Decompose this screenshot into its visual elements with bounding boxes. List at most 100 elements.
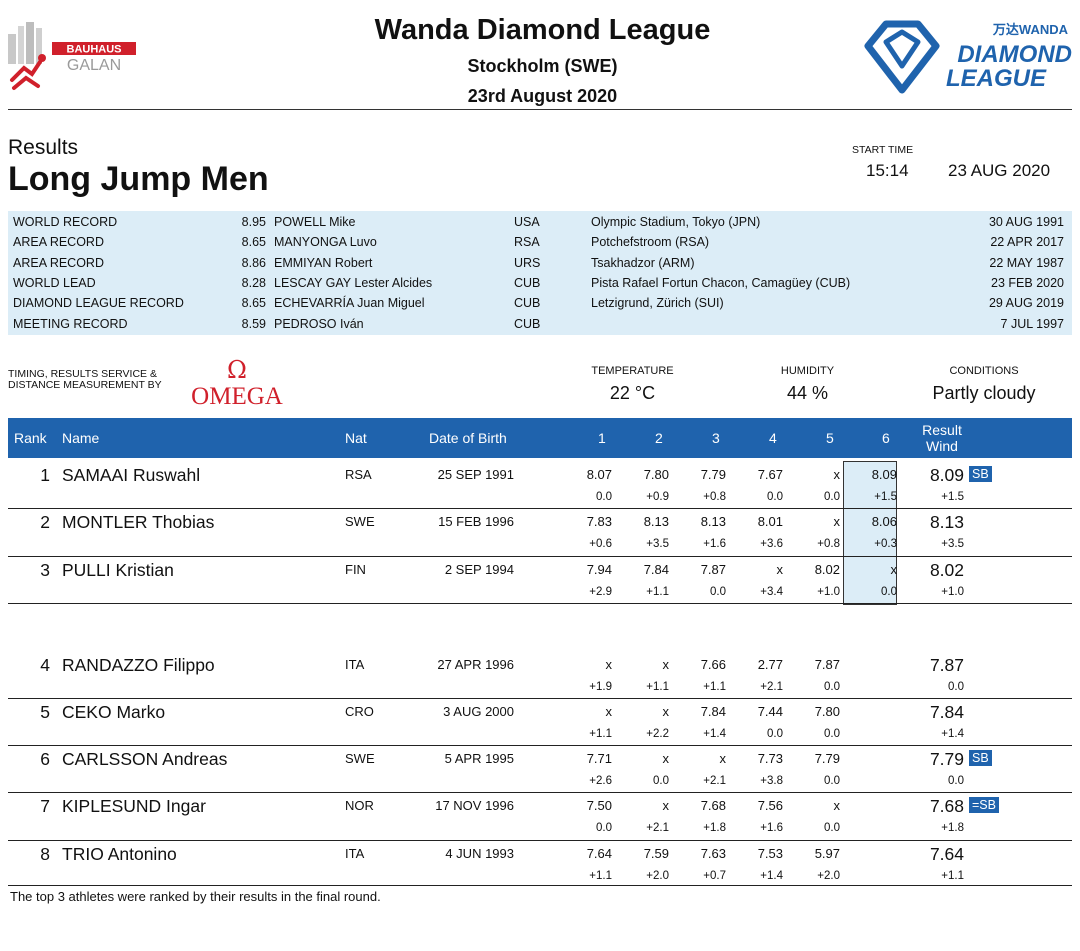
temperature-label: TEMPERATURE (591, 365, 674, 377)
athlete-dob: 3 AUG 2000 (443, 704, 514, 719)
record-row: AREA RECORD 8.86 EMMIYAN Robert URS Tsakhadz… (8, 253, 1072, 273)
attempt-3-mark: x (719, 751, 727, 766)
athlete-result: 8.02 (929, 560, 964, 580)
athlete-dob: 27 APR 1996 (437, 657, 514, 672)
row-divider (8, 556, 1072, 557)
athlete-nat: RSA (345, 467, 372, 482)
attempt-1-mark: 8.07 (586, 467, 612, 482)
attempt-3-mark: 8.13 (700, 514, 726, 529)
athlete-result: 7.68 (929, 796, 964, 816)
athlete-result-wind: +1.1 (941, 870, 964, 882)
row-divider (8, 603, 1072, 604)
attempt-4-mark: 7.73 (757, 751, 783, 766)
svg-text:万达WANDA: 万达WANDA (992, 22, 1069, 37)
attempt-6-wind: 0.0 (881, 586, 897, 598)
meeting-title: Wanda Diamond League (374, 14, 711, 46)
athlete-result: 7.87 (929, 655, 964, 675)
athlete-dob: 25 SEP 1991 (437, 467, 514, 482)
attempt-6-mark: 8.06 (871, 514, 897, 529)
record-venue: Potchefstroom (RSA) (591, 235, 710, 250)
col-attempt-3-header: 3 (712, 430, 720, 446)
record-holder: LESCAY GAY Lester Alcides (274, 275, 433, 290)
season-best-badge: SB (969, 466, 992, 482)
athlete-rank: 3 (40, 560, 50, 580)
svg-text:LEAGUE: LEAGUE (946, 65, 1047, 92)
record-row: WORLD LEAD 8.28 LESCAY GAY Lester Alcides C… (8, 273, 1072, 293)
attempt-3-wind: 0.0 (710, 586, 726, 598)
col-dob-header: Date of Birth (429, 430, 507, 446)
col-attempt-1-header: 1 (598, 430, 606, 446)
athlete-row: 6 CARLSSON Andreas SWE 5 APR 1995 7.71 +2.6 x 0… (8, 745, 1072, 791)
attempt-6-wind: +0.3 (874, 538, 897, 550)
svg-text:OMEGA: OMEGA (191, 383, 283, 408)
svg-text:Ω: Ω (227, 356, 247, 384)
athlete-dob: 15 FEB 1996 (438, 514, 514, 529)
attempt-4-wind: +3.4 (760, 586, 783, 598)
attempt-2-wind: +1.1 (646, 681, 669, 693)
athlete-rank: 7 (40, 796, 50, 816)
record-nat: CUB (514, 316, 541, 331)
attempt-5-wind: 0.0 (824, 822, 840, 834)
attempt-3-wind: +2.1 (703, 775, 726, 787)
record-nat: CUB (514, 275, 541, 290)
row-divider (8, 885, 1072, 886)
athlete-name: PULLI Kristian (62, 560, 174, 580)
diamond-league-logo: 万达WANDA DIAMOND LEAGUE (864, 20, 1072, 94)
athlete-result: 7.79 (929, 749, 964, 769)
humidity-value: 44 % (786, 383, 829, 403)
athlete-result-wind: 0.0 (948, 681, 964, 693)
svg-text:DIAMOND: DIAMOND (957, 41, 1072, 68)
record-holder: MANYONGA Luvo (274, 235, 377, 250)
col-attempt-5-header: 5 (826, 430, 834, 446)
attempt-1-mark: 7.83 (586, 514, 612, 529)
athlete-result-wind: +1.4 (941, 728, 964, 740)
attempt-5-wind: +0.8 (817, 538, 840, 550)
athlete-rank: 8 (40, 844, 50, 864)
meeting-date: 23rd August 2020 (467, 86, 618, 106)
attempt-4-mark: 8.01 (757, 514, 783, 529)
athlete-nat: SWE (345, 751, 375, 766)
attempt-1-wind: +2.6 (589, 775, 612, 787)
athlete-rank: 5 (40, 702, 50, 722)
results-label: Results (8, 136, 79, 159)
attempt-2-wind: +1.1 (646, 586, 669, 598)
humidity-label: HUMIDITY (780, 365, 835, 377)
results-table-header: Rank Name Nat Date of Birth 1 2 3 4 5 6 … (8, 418, 1072, 458)
record-mark: 8.95 (241, 215, 266, 229)
record-row: WORLD RECORD 8.95 POWELL Mike USA Olympic St… (8, 212, 1072, 232)
row-divider (8, 840, 1072, 841)
attempt-5-wind: +2.0 (817, 870, 840, 882)
attempt-5-mark: 5.97 (814, 846, 840, 861)
athlete-result: 8.09 (929, 465, 964, 485)
attempt-6-mark: x (890, 562, 898, 577)
attempt-1-mark: 7.64 (586, 846, 612, 861)
col-result-header: Result Wind (912, 422, 972, 454)
athlete-name: KIPLESUND Ingar (62, 796, 206, 816)
record-type: WORLD RECORD (13, 215, 118, 229)
attempt-6-final-box (843, 461, 897, 605)
attempt-4-wind: +1.6 (760, 822, 783, 834)
attempt-2-wind: +2.1 (646, 822, 669, 834)
athlete-result-wind: +1.8 (941, 822, 964, 834)
attempt-2-wind: +2.2 (646, 728, 669, 740)
attempt-4-wind: +3.8 (760, 775, 783, 787)
record-mark: 8.86 (241, 255, 266, 270)
attempt-1-wind: 0.0 (596, 822, 612, 834)
record-type: MEETING RECORD (13, 316, 128, 331)
athlete-nat: NOR (345, 798, 374, 813)
col-attempt-6-header: 6 (882, 430, 890, 446)
attempt-1-wind: +2.9 (589, 586, 612, 598)
attempt-5-mark: 7.87 (814, 657, 840, 672)
attempt-4-mark: 2.77 (757, 657, 783, 672)
record-nat: USA (514, 215, 540, 229)
record-venue: Tsakhadzor (ARM) (591, 255, 695, 270)
start-date: 23 AUG 2020 (948, 161, 1051, 180)
attempt-2-wind: +2.0 (646, 870, 669, 882)
attempt-5-wind: 0.0 (824, 681, 840, 693)
attempt-5-wind: 0.0 (824, 728, 840, 740)
attempt-4-wind: +1.4 (760, 870, 783, 882)
athlete-name: MONTLER Thobias (62, 512, 215, 532)
attempt-2-mark: 7.80 (643, 467, 669, 482)
attempt-3-wind: +0.8 (703, 491, 726, 503)
athlete-rank: 4 (40, 655, 50, 675)
